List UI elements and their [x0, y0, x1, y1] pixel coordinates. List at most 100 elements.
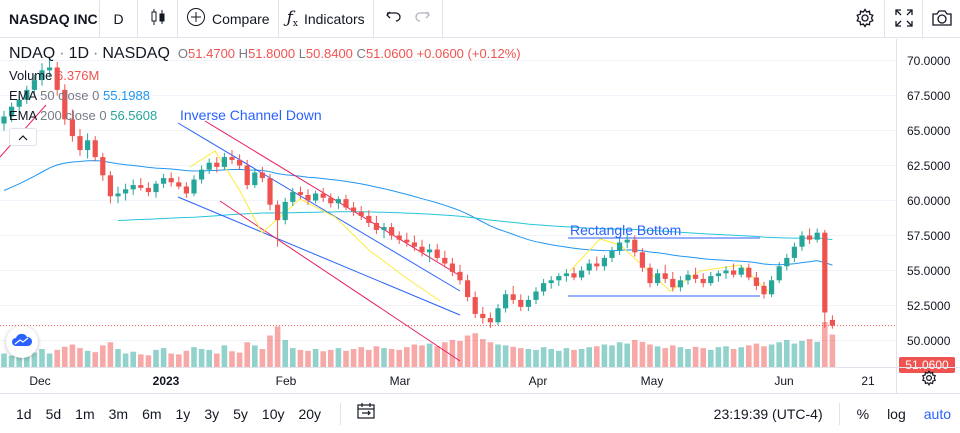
clock-timezone[interactable]: 23:19:39 (UTC-4) — [714, 403, 840, 425]
price-axis[interactable]: 70.0000 67.5000 65.0000 62.5000 60.0000 57.50… — [896, 39, 960, 373]
candle-body — [776, 266, 782, 281]
range-6m[interactable]: 6m — [142, 405, 162, 422]
price-tick: 57.5000 — [907, 228, 951, 243]
range-1y[interactable]: 1y — [175, 405, 191, 422]
range-5d[interactable]: 5d — [45, 405, 62, 422]
candle-body — [761, 285, 767, 295]
candle-body — [457, 271, 463, 281]
interval-button[interactable]: D — [100, 0, 138, 38]
top-toolbar: NASDAQ INC D Compare ƒx Indicators — [0, 0, 960, 38]
candles-icon — [149, 8, 167, 29]
legend-ema50-row[interactable]: EMA 50 close 0 55.1988 — [9, 88, 521, 103]
undo-icon[interactable] — [385, 9, 402, 28]
volume-bar — [654, 346, 661, 367]
price-tick: 62.5000 — [907, 158, 951, 173]
volume-bar — [69, 344, 76, 367]
volume-bar — [39, 349, 45, 367]
range-1d[interactable]: 1d — [16, 405, 32, 422]
candle-body — [480, 313, 486, 319]
volume-bar — [624, 343, 630, 367]
candle-body — [1, 116, 7, 124]
symbol-search-button[interactable]: NASDAQ INC — [0, 0, 100, 38]
candle-body — [731, 270, 737, 275]
price-tick: 70.0000 — [907, 53, 951, 68]
candle-body — [746, 267, 752, 278]
log-scale-toggle[interactable]: log — [887, 406, 906, 422]
legend-ema200-row[interactable]: EMA 200 close 0 56.5608 — [9, 108, 521, 123]
rectangle-annotation-label[interactable]: Rectangle Bottom — [570, 222, 682, 238]
time-tick: 21 — [861, 374, 875, 388]
candle-body — [624, 239, 630, 243]
candle-body — [799, 235, 805, 247]
candle-body — [54, 67, 60, 90]
channel-outer-lower-line — [219, 200, 461, 362]
candle-body — [784, 257, 790, 267]
change-value: +0.0600 (+0.12%) — [416, 46, 521, 61]
candle-body — [685, 274, 691, 281]
candle-body — [525, 299, 531, 307]
range-5y[interactable]: 5y — [233, 405, 248, 422]
volume-bar — [138, 354, 144, 367]
volume-bar — [373, 346, 380, 367]
candle-body — [381, 227, 387, 230]
fullscreen-button[interactable] — [884, 0, 922, 38]
volume-bar — [46, 353, 53, 367]
camera-icon — [931, 9, 953, 30]
volume-bar — [609, 345, 615, 367]
candle-body — [533, 291, 539, 300]
volume-bar — [282, 340, 288, 367]
candle-body — [586, 263, 592, 271]
legend-collapse-button[interactable] — [9, 128, 37, 146]
channel-annotation-label[interactable]: Inverse Channel Down — [180, 107, 322, 123]
volume-bar — [236, 352, 243, 367]
candle-body — [670, 278, 676, 288]
candle-body — [168, 178, 174, 183]
percent-scale-toggle[interactable]: % — [856, 406, 870, 422]
volume-bar — [115, 349, 121, 367]
volume-bar — [639, 341, 646, 367]
time-tick: Jun — [774, 374, 794, 388]
auto-scale-toggle[interactable]: auto — [923, 406, 951, 422]
time-tick: Mar — [389, 374, 411, 388]
compare-button[interactable]: Compare — [178, 0, 279, 38]
undo-redo-group — [374, 0, 443, 38]
volume-bar — [715, 347, 722, 367]
candle-body — [822, 232, 828, 313]
candle-body — [563, 273, 569, 277]
candle-body — [39, 70, 45, 81]
last-price-label: 51.0600 — [899, 357, 955, 373]
range-10y[interactable]: 10y — [261, 405, 285, 422]
high-value: 51.8000 — [248, 46, 296, 61]
price-tick: 52.5000 — [907, 298, 951, 313]
volume-bar — [206, 349, 212, 367]
legend-separator: · — [59, 45, 65, 62]
tradingview-logo[interactable] — [6, 326, 38, 358]
range-20y[interactable]: 20y — [298, 405, 322, 422]
range-3m[interactable]: 3m — [108, 405, 129, 422]
time-axis[interactable]: Dec 2023 Feb Mar Apr May Jun 21 — [0, 367, 896, 393]
price-chart[interactable] — [0, 39, 896, 367]
indicators-button[interactable]: ƒx Indicators — [279, 0, 374, 38]
volume-bar — [358, 347, 364, 367]
volume-bar — [259, 349, 266, 367]
gear-icon — [855, 7, 875, 31]
date-range-button[interactable] — [340, 402, 375, 425]
time-tick: May — [640, 374, 664, 388]
volume-bar — [730, 349, 737, 367]
settings-button[interactable] — [846, 0, 884, 38]
candle-body — [449, 263, 455, 272]
snapshot-button[interactable] — [922, 0, 960, 38]
redo-icon[interactable] — [414, 9, 430, 28]
range-1m[interactable]: 1m — [75, 405, 95, 422]
volume-bar — [791, 343, 798, 367]
range-3y[interactable]: 3y — [204, 405, 220, 422]
chart-pane[interactable] — [0, 39, 960, 367]
candle-body — [130, 185, 136, 190]
axis-settings-button[interactable] — [896, 367, 960, 393]
volume-bar — [563, 348, 570, 367]
candle-body — [92, 140, 98, 158]
legend-volume-row[interactable]: Volume 6.376M — [9, 68, 521, 83]
candle-body — [518, 299, 524, 307]
candle-body — [556, 276, 562, 281]
chart-type-button[interactable] — [138, 0, 178, 38]
